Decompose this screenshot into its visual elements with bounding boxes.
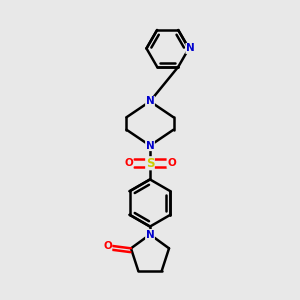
- Text: N: N: [146, 96, 154, 106]
- Text: O: O: [167, 158, 176, 168]
- Text: S: S: [146, 157, 154, 170]
- Text: N: N: [186, 44, 195, 53]
- Text: N: N: [146, 141, 154, 151]
- Text: N: N: [146, 230, 154, 239]
- Text: O: O: [103, 241, 112, 251]
- Text: O: O: [124, 158, 133, 168]
